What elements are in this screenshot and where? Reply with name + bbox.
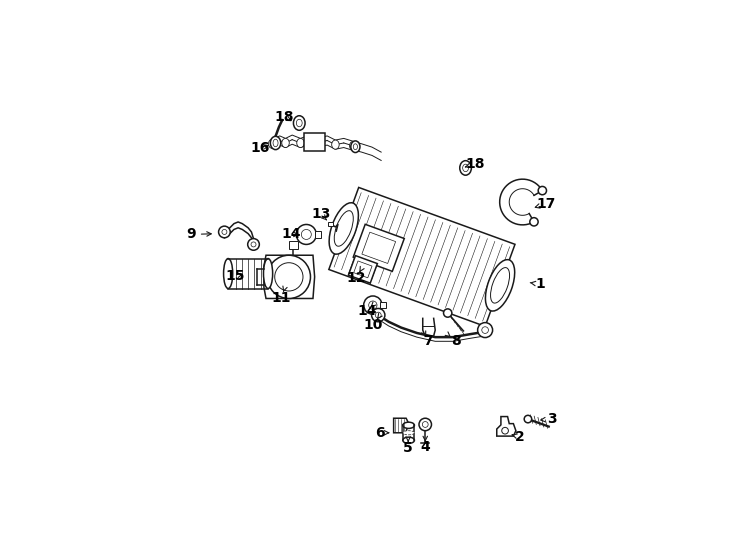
Circle shape bbox=[247, 239, 259, 250]
Text: 1: 1 bbox=[536, 278, 545, 292]
Ellipse shape bbox=[538, 186, 547, 195]
Text: 12: 12 bbox=[346, 271, 366, 285]
FancyBboxPatch shape bbox=[304, 133, 325, 151]
Text: 3: 3 bbox=[548, 412, 557, 426]
Circle shape bbox=[371, 308, 385, 322]
Circle shape bbox=[368, 301, 377, 309]
Circle shape bbox=[502, 427, 509, 434]
Circle shape bbox=[364, 296, 382, 314]
Text: 9: 9 bbox=[186, 227, 196, 241]
Text: 15: 15 bbox=[225, 269, 244, 283]
Ellipse shape bbox=[353, 144, 357, 150]
Text: 10: 10 bbox=[363, 318, 382, 332]
Bar bbox=[315, 231, 321, 238]
Polygon shape bbox=[497, 416, 516, 436]
Ellipse shape bbox=[332, 140, 339, 149]
Ellipse shape bbox=[329, 202, 358, 254]
Circle shape bbox=[443, 309, 452, 317]
Polygon shape bbox=[354, 261, 372, 278]
Text: 17: 17 bbox=[536, 197, 556, 211]
Polygon shape bbox=[353, 224, 404, 271]
Ellipse shape bbox=[351, 141, 360, 152]
Text: 2: 2 bbox=[515, 430, 525, 444]
Ellipse shape bbox=[403, 422, 415, 428]
Ellipse shape bbox=[349, 141, 357, 151]
Text: 6: 6 bbox=[376, 426, 385, 440]
Text: 7: 7 bbox=[424, 334, 433, 348]
Polygon shape bbox=[329, 187, 515, 326]
Ellipse shape bbox=[273, 139, 278, 147]
Ellipse shape bbox=[403, 431, 415, 435]
Ellipse shape bbox=[530, 218, 538, 226]
Ellipse shape bbox=[224, 259, 233, 288]
Text: 14: 14 bbox=[281, 227, 301, 241]
Polygon shape bbox=[349, 255, 377, 283]
Circle shape bbox=[524, 415, 531, 423]
Ellipse shape bbox=[403, 437, 415, 443]
Ellipse shape bbox=[459, 160, 471, 175]
Text: 13: 13 bbox=[312, 207, 331, 221]
Ellipse shape bbox=[297, 119, 302, 127]
Text: 18: 18 bbox=[465, 157, 485, 171]
Text: 16: 16 bbox=[250, 141, 269, 155]
Text: 14: 14 bbox=[357, 304, 377, 318]
Circle shape bbox=[422, 422, 428, 427]
Bar bbox=[328, 221, 333, 226]
Ellipse shape bbox=[315, 138, 322, 147]
Polygon shape bbox=[264, 255, 315, 299]
Ellipse shape bbox=[264, 259, 272, 288]
Ellipse shape bbox=[269, 139, 276, 148]
Bar bbox=[380, 302, 386, 308]
Text: 4: 4 bbox=[421, 440, 430, 454]
Circle shape bbox=[251, 242, 256, 247]
Circle shape bbox=[419, 418, 432, 431]
Ellipse shape bbox=[270, 136, 280, 150]
Circle shape bbox=[267, 255, 310, 299]
Polygon shape bbox=[393, 418, 408, 433]
Bar bbox=[289, 241, 298, 248]
Polygon shape bbox=[362, 232, 396, 264]
Ellipse shape bbox=[282, 138, 289, 147]
Ellipse shape bbox=[334, 211, 353, 246]
Ellipse shape bbox=[485, 260, 515, 311]
Text: 18: 18 bbox=[274, 110, 294, 124]
Ellipse shape bbox=[462, 164, 468, 172]
Circle shape bbox=[275, 263, 303, 291]
Circle shape bbox=[302, 230, 311, 239]
Circle shape bbox=[478, 322, 493, 338]
Text: 5: 5 bbox=[403, 441, 413, 455]
Circle shape bbox=[375, 312, 381, 318]
Circle shape bbox=[297, 225, 316, 245]
Circle shape bbox=[482, 327, 488, 333]
Circle shape bbox=[219, 226, 230, 238]
Ellipse shape bbox=[294, 116, 305, 130]
Ellipse shape bbox=[297, 138, 304, 147]
Ellipse shape bbox=[490, 268, 509, 303]
Circle shape bbox=[222, 230, 227, 234]
Text: 8: 8 bbox=[451, 334, 461, 348]
Text: 11: 11 bbox=[272, 291, 291, 305]
